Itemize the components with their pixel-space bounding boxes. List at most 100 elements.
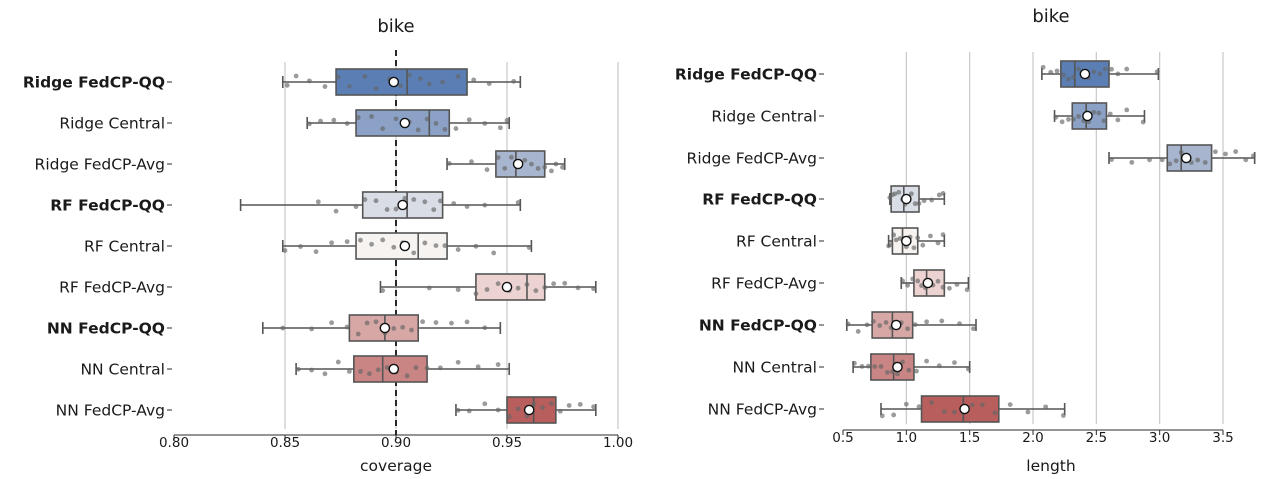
data-point bbox=[855, 329, 861, 334]
data-point bbox=[852, 360, 857, 366]
data-point bbox=[1091, 109, 1097, 115]
data-point bbox=[591, 404, 596, 410]
data-point bbox=[418, 76, 423, 81]
data-point bbox=[442, 243, 448, 249]
data-point bbox=[482, 401, 488, 407]
data-point bbox=[864, 322, 870, 328]
data-point bbox=[307, 121, 312, 127]
data-point bbox=[313, 249, 319, 255]
data-point bbox=[891, 232, 897, 238]
y-category-label: RF FedCP-QQ bbox=[702, 191, 817, 209]
data-point bbox=[1223, 151, 1228, 157]
data-point bbox=[551, 281, 557, 287]
data-point bbox=[309, 367, 315, 373]
data-point bbox=[495, 155, 501, 160]
data-point bbox=[355, 115, 361, 120]
data-point bbox=[515, 285, 521, 291]
data-point bbox=[449, 320, 454, 326]
data-point bbox=[393, 206, 399, 212]
data-point bbox=[921, 198, 927, 204]
mean-marker bbox=[388, 76, 400, 88]
data-point bbox=[936, 192, 942, 198]
x-tick-label: 0.95 bbox=[492, 435, 522, 451]
data-point bbox=[1140, 119, 1146, 125]
data-point bbox=[1107, 111, 1113, 117]
data-point bbox=[422, 240, 428, 246]
data-point bbox=[411, 197, 417, 202]
data-point bbox=[1115, 71, 1121, 77]
data-point bbox=[888, 242, 894, 247]
box-nn-fedcp-qq bbox=[845, 311, 977, 339]
data-point bbox=[384, 207, 390, 212]
data-point bbox=[393, 116, 399, 122]
data-point bbox=[391, 326, 397, 331]
data-point bbox=[362, 197, 368, 202]
data-point bbox=[495, 407, 501, 413]
data-point bbox=[509, 154, 514, 160]
data-point bbox=[900, 359, 905, 365]
data-point bbox=[1066, 76, 1071, 82]
data-point bbox=[897, 236, 903, 241]
data-point bbox=[369, 114, 374, 119]
data-point bbox=[364, 320, 370, 326]
data-point bbox=[375, 367, 381, 373]
data-point bbox=[522, 157, 528, 163]
data-point bbox=[911, 245, 917, 251]
data-point bbox=[540, 405, 545, 411]
data-point bbox=[1061, 72, 1066, 78]
data-point bbox=[1101, 118, 1107, 124]
mean-marker bbox=[1079, 68, 1091, 80]
left-x-axis-label: coverage bbox=[360, 457, 432, 475]
data-point bbox=[591, 286, 596, 292]
data-point bbox=[872, 364, 878, 369]
y-category-label: NN FedCP-Avg bbox=[708, 401, 817, 419]
data-point bbox=[1233, 149, 1239, 154]
data-point bbox=[892, 191, 898, 197]
data-point bbox=[1115, 117, 1121, 123]
data-point bbox=[469, 159, 474, 165]
data-point bbox=[1167, 161, 1173, 167]
data-point bbox=[936, 363, 942, 369]
y-category-label: Ridge FedCP-Avg bbox=[687, 150, 817, 168]
x-tick-label: 0.90 bbox=[381, 435, 411, 451]
data-point bbox=[905, 282, 910, 288]
y-category-label: RF FedCP-QQ bbox=[50, 197, 165, 215]
data-point bbox=[515, 406, 521, 412]
data-point bbox=[929, 197, 935, 203]
data-point bbox=[1007, 402, 1013, 408]
data-point bbox=[484, 167, 490, 173]
data-point bbox=[344, 324, 350, 330]
data-point bbox=[426, 285, 432, 291]
data-point bbox=[1071, 116, 1076, 122]
data-point bbox=[1102, 66, 1108, 72]
data-point bbox=[877, 323, 883, 328]
mean-marker bbox=[890, 319, 902, 331]
data-point bbox=[373, 86, 379, 92]
data-point bbox=[883, 320, 889, 325]
data-point bbox=[929, 400, 935, 405]
data-point bbox=[333, 208, 339, 214]
data-point bbox=[916, 404, 922, 410]
data-point bbox=[529, 161, 534, 167]
data-point bbox=[358, 237, 363, 243]
data-point bbox=[1147, 157, 1152, 163]
data-point bbox=[464, 319, 470, 325]
data-point bbox=[1178, 149, 1184, 155]
data-point bbox=[954, 282, 960, 287]
box-rf-fedcp-qq bbox=[239, 191, 522, 219]
mean-marker bbox=[959, 403, 970, 415]
data-point bbox=[486, 81, 492, 87]
box-ridge-central bbox=[306, 109, 511, 137]
data-point bbox=[453, 126, 459, 131]
data-point bbox=[575, 285, 581, 291]
data-point bbox=[497, 125, 503, 131]
x-tick-label: 2.0 bbox=[1022, 430, 1043, 446]
data-point bbox=[912, 201, 918, 207]
data-point bbox=[878, 364, 884, 369]
data-point bbox=[293, 73, 299, 79]
data-point bbox=[566, 403, 572, 408]
data-point bbox=[971, 326, 976, 332]
data-point bbox=[446, 160, 452, 166]
data-point bbox=[966, 366, 971, 372]
